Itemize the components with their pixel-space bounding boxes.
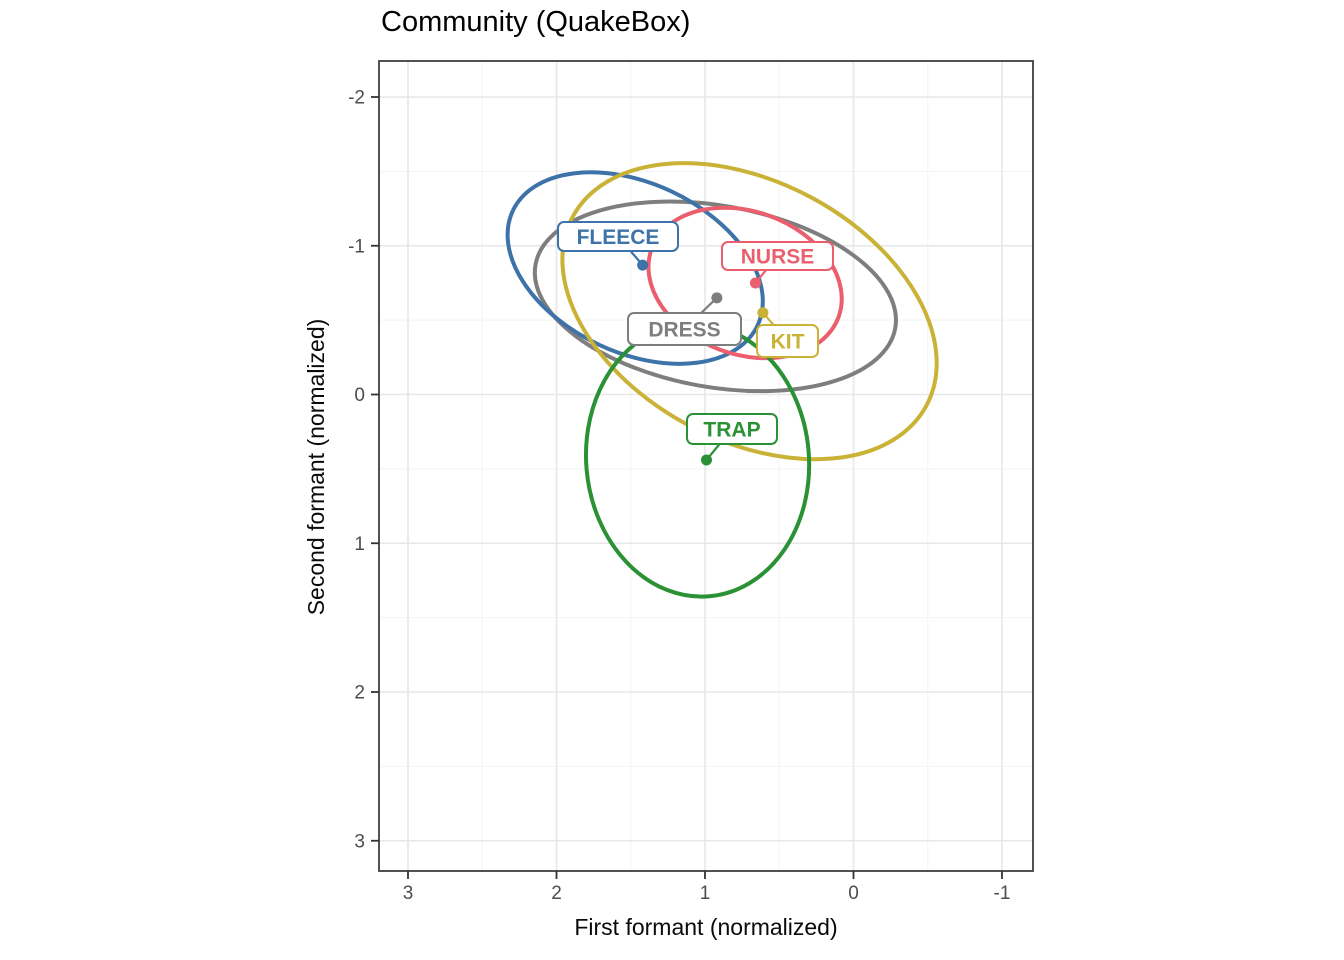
x-tick-label: 3 (403, 883, 414, 904)
nurse-mean-point (749, 277, 761, 289)
fleece-ellipse (505, 170, 765, 366)
x-axis-title: First formant (normalized) (574, 914, 838, 940)
vowel-mean-points (637, 259, 769, 466)
y-tick-label: 3 (354, 831, 365, 852)
chart-title: Community (QuakeBox) (381, 6, 691, 38)
x-tick-label: 0 (848, 883, 859, 904)
y-tick-label: -1 (348, 236, 365, 257)
panel-border (378, 60, 1034, 872)
fleece-label-box (557, 221, 679, 252)
dress-label-text: DRESS (648, 319, 720, 342)
y-tick-label: 1 (354, 534, 365, 555)
kit-mean-point (757, 307, 769, 319)
x-tick-label: 2 (551, 883, 562, 904)
trap-mean-point (700, 454, 712, 466)
axis-tick-labels: 3 2 1 0 -1 -2 -1 0 1 2 3 (348, 88, 1010, 905)
fleece-mean-point (637, 259, 649, 271)
panel-background (379, 61, 1033, 871)
nurse-label-text: NURSE (741, 246, 815, 269)
kit-label-text: KIT (771, 331, 805, 354)
x-tick-label: 1 (700, 883, 711, 904)
fleece-label-text: FLEECE (577, 226, 660, 249)
trap-label-box (686, 413, 778, 445)
x-tick-label: -1 (994, 883, 1011, 904)
y-axis-title: Second formant (normalized) (303, 318, 329, 616)
nurse-label-box (721, 241, 834, 271)
y-tick-label: -2 (348, 88, 365, 109)
kit-label-box (756, 324, 819, 358)
trap-label-text: TRAP (703, 419, 760, 442)
dress-mean-point (711, 292, 723, 304)
dress-label-box (627, 312, 742, 346)
y-tick-label: 2 (354, 683, 365, 704)
gridlines-major (379, 61, 1033, 871)
vowel-labels: DRESS FLEECE KIT NURSE TRAP (557, 221, 834, 445)
axis-ticks (371, 96, 1003, 879)
y-tick-label: 0 (354, 385, 365, 406)
